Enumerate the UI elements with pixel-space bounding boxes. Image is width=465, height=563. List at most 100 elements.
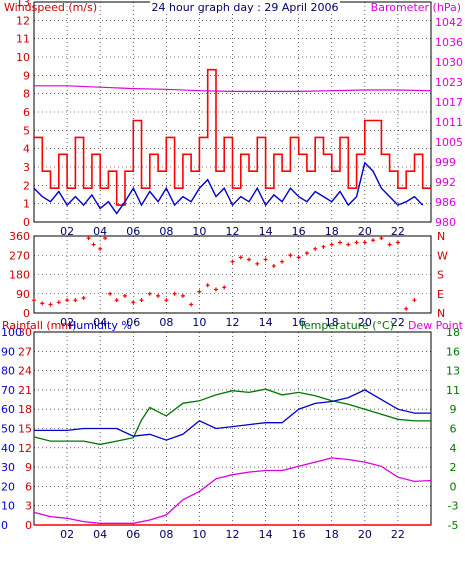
temperature-tick-label: 13 bbox=[446, 365, 460, 378]
barometer-tick-label: 999 bbox=[435, 156, 456, 169]
barometer-tick-label: 1005 bbox=[435, 136, 463, 149]
temperature-tick-label: 16 bbox=[446, 345, 460, 358]
direction-point bbox=[230, 259, 235, 264]
wind-x-tick-label: 10 bbox=[192, 225, 206, 238]
direction-point bbox=[387, 242, 392, 247]
direction-compass-tick-label: S bbox=[437, 269, 444, 282]
direction-point bbox=[354, 240, 359, 245]
direction-point bbox=[321, 244, 326, 249]
wind-x-tick-label: 18 bbox=[325, 225, 339, 238]
barometer-tick-label: 1023 bbox=[435, 76, 463, 89]
rainfall-tick-label: 24 bbox=[18, 365, 32, 378]
direction-point bbox=[197, 289, 202, 294]
temperature-x-tick-label: 12 bbox=[226, 528, 240, 541]
wind-x-tick-label: 12 bbox=[226, 225, 240, 238]
direction-x-tick-label: 22 bbox=[391, 316, 405, 329]
rainfall-tick-label: 3 bbox=[25, 500, 32, 513]
humidity-tick-label: 80 bbox=[1, 365, 15, 378]
direction-point bbox=[329, 242, 334, 247]
windspeed-tick-label: 1 bbox=[23, 198, 30, 211]
direction-point bbox=[362, 240, 367, 245]
humidity-tick-label: 100 bbox=[1, 326, 22, 339]
direction-compass-tick-label: E bbox=[437, 288, 444, 301]
direction-x-tick-label: 12 bbox=[226, 316, 240, 329]
direction-point bbox=[255, 261, 260, 266]
direction-point bbox=[147, 291, 152, 296]
direction-point bbox=[103, 236, 108, 241]
temperature-tick-label: -3 bbox=[448, 500, 459, 513]
direction-point bbox=[346, 242, 351, 247]
direction-point bbox=[40, 301, 45, 306]
temperature-x-tick-label: 18 bbox=[325, 528, 339, 541]
direction-point bbox=[48, 302, 53, 307]
barometer-tick-label: 992 bbox=[435, 176, 456, 189]
barometer-tick-label: 980 bbox=[435, 216, 456, 229]
temperature-x-tick-label: 04 bbox=[93, 528, 107, 541]
title-backdrop bbox=[150, 0, 340, 13]
temperature-tick-label: -5 bbox=[448, 519, 459, 532]
direction-point bbox=[280, 259, 285, 264]
direction-point bbox=[73, 298, 78, 303]
temperature-line bbox=[33, 388, 431, 446]
direction-point bbox=[205, 283, 210, 288]
direction-point bbox=[108, 291, 113, 296]
dewpoint-axis-label: Dew Point bbox=[408, 319, 464, 332]
direction-point bbox=[172, 291, 177, 296]
direction-degree-tick-label: 0 bbox=[23, 307, 30, 320]
direction-point bbox=[65, 298, 70, 303]
direction-x-tick-label: 14 bbox=[259, 316, 273, 329]
direction-x-tick-label: 08 bbox=[159, 316, 173, 329]
wind-average-line bbox=[33, 161, 424, 215]
temperature-x-tick-label: 20 bbox=[358, 528, 372, 541]
temperature-x-tick-label: 06 bbox=[126, 528, 140, 541]
humidity-tick-label: 20 bbox=[1, 480, 15, 493]
barometer-tick-label: 1017 bbox=[435, 96, 463, 109]
rainfall-tick-label: 27 bbox=[18, 345, 32, 358]
direction-point bbox=[114, 298, 119, 303]
direction-compass-tick-label: N bbox=[437, 230, 445, 243]
rainfall-axis-label: Rainfall (mm) bbox=[2, 319, 76, 332]
temperature-x-tick-label: 10 bbox=[192, 528, 206, 541]
temperature-axis-label: Temperature (°C) bbox=[298, 319, 394, 332]
windspeed-tick-label: 4 bbox=[23, 143, 30, 156]
direction-point bbox=[247, 257, 252, 262]
direction-point bbox=[81, 296, 86, 301]
direction-point bbox=[156, 293, 161, 298]
windspeed-tick-label: 0 bbox=[23, 216, 30, 229]
dewpoint-line bbox=[33, 457, 432, 524]
direction-x-tick-label: 06 bbox=[126, 316, 140, 329]
direction-degree-tick-label: 180 bbox=[9, 269, 30, 282]
direction-degree-tick-label: 360 bbox=[9, 230, 30, 243]
direction-point bbox=[180, 293, 185, 298]
windspeed-tick-label: 3 bbox=[23, 161, 30, 174]
direction-x-tick-label: 02 bbox=[60, 316, 74, 329]
humidity-tick-label: 70 bbox=[1, 384, 15, 397]
direction-point bbox=[338, 240, 343, 245]
direction-point bbox=[288, 253, 293, 258]
humidity-line bbox=[34, 389, 431, 441]
direction-x-tick-label: 04 bbox=[93, 316, 107, 329]
humidity-tick-label: 0 bbox=[1, 519, 8, 532]
direction-point bbox=[395, 240, 400, 245]
humidity-tick-label: 60 bbox=[1, 403, 15, 416]
direction-compass-tick-label: W bbox=[437, 249, 448, 262]
rainfall-tick-label: 18 bbox=[18, 403, 32, 416]
direction-point bbox=[412, 298, 417, 303]
direction-x-tick-label: 18 bbox=[325, 316, 339, 329]
barometer-axis-label: Barometer (hPa) bbox=[371, 1, 461, 14]
windspeed-tick-label: 11 bbox=[16, 33, 30, 46]
rainfall-tick-label: 6 bbox=[25, 480, 32, 493]
direction-point bbox=[304, 251, 309, 256]
direction-degree-tick-label: 270 bbox=[9, 249, 30, 262]
temperature-x-tick-label: 14 bbox=[259, 528, 273, 541]
barometer-tick-label: 1011 bbox=[435, 116, 463, 129]
direction-point bbox=[222, 285, 227, 290]
barometer-tick-label: 986 bbox=[435, 196, 456, 209]
direction-compass-tick-label: N bbox=[437, 307, 445, 320]
direction-point bbox=[91, 242, 96, 247]
direction-x-tick-label: 16 bbox=[292, 316, 306, 329]
windspeed-tick-label: 6 bbox=[23, 106, 30, 119]
temperature-x-tick-label: 02 bbox=[60, 528, 74, 541]
